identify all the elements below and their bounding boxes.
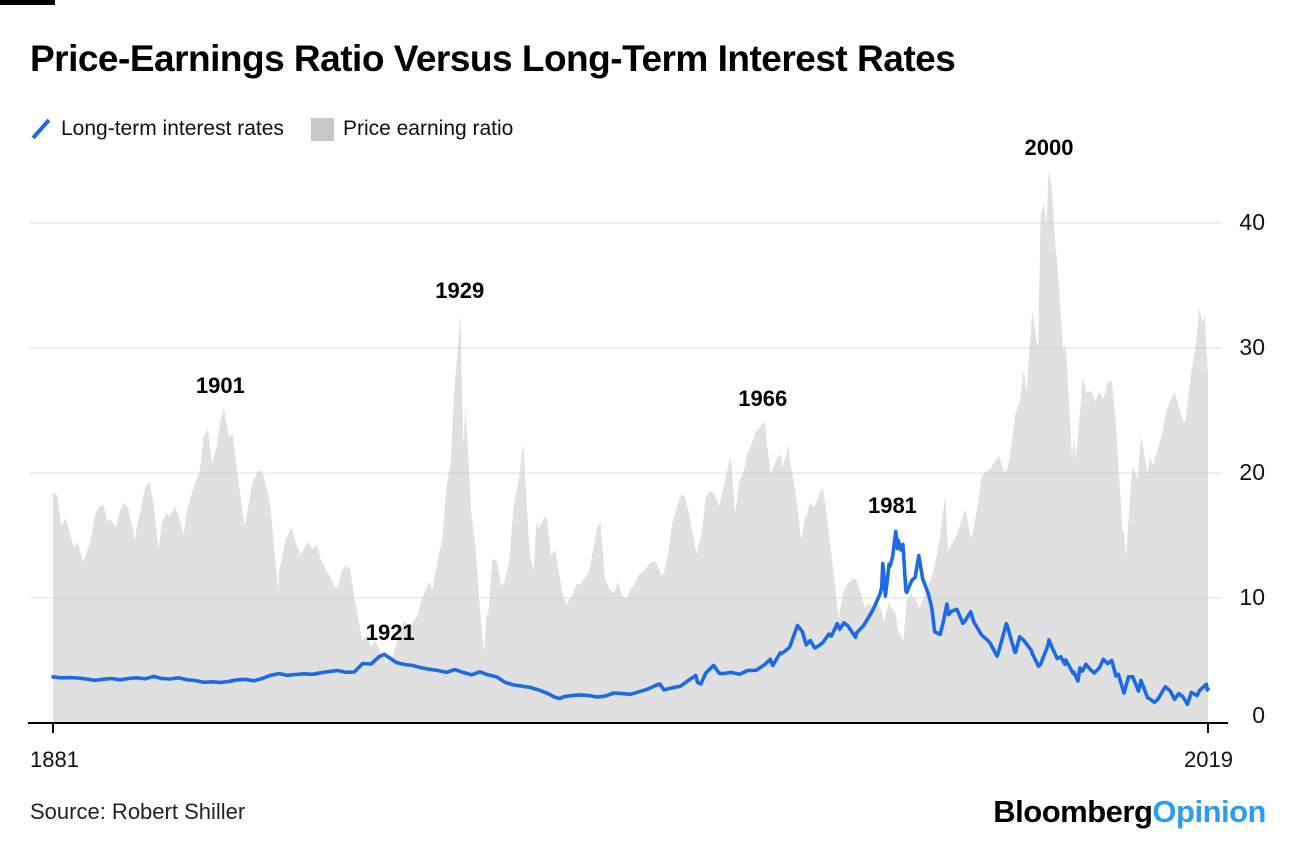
legend-label-pe: Price earning ratio — [342, 117, 514, 140]
source-note: Source: Robert Shiller — [30, 799, 246, 824]
bloomberg-opinion-logo: BloombergOpinion — [993, 794, 1266, 830]
line-series-icon — [30, 117, 52, 141]
annotation-2000: 2000 — [1024, 135, 1074, 160]
legend-item-rates: Long-term interest rates — [30, 117, 284, 141]
y-axis-label-20: 20 — [1239, 459, 1265, 485]
x-axis-label-end: 2019 — [1184, 747, 1233, 772]
chart-title: Price-Earnings Ratio Versus Long-Term In… — [30, 38, 956, 79]
legend-label-rates: Long-term interest rates — [61, 117, 284, 140]
legend-item-pe: Price earning ratio — [310, 117, 514, 141]
y-axis-label-30: 30 — [1239, 334, 1265, 360]
area-series-swatch — [310, 117, 334, 141]
annotation-1921: 1921 — [365, 620, 415, 645]
y-axis-label-0: 0 — [1252, 702, 1265, 728]
pe-area-path — [53, 170, 1208, 723]
annotation-1981: 1981 — [867, 492, 917, 518]
annotation-1901: 1901 — [195, 372, 245, 398]
legend: Long-term interest rates Price earning r… — [30, 117, 513, 141]
logo-bloomberg: Bloomberg — [993, 794, 1153, 829]
rates-line-path — [51, 529, 1210, 707]
y-axis-label-10: 10 — [1239, 584, 1265, 610]
x-axis-label-start: 1881 — [30, 747, 79, 772]
kicker-bar — [0, 0, 55, 5]
annotation-1966: 1966 — [738, 386, 788, 412]
annotation-1929: 1929 — [435, 277, 485, 303]
y-axis-label-40: 40 — [1239, 209, 1265, 235]
logo-opinion: Opinion — [1152, 794, 1266, 829]
